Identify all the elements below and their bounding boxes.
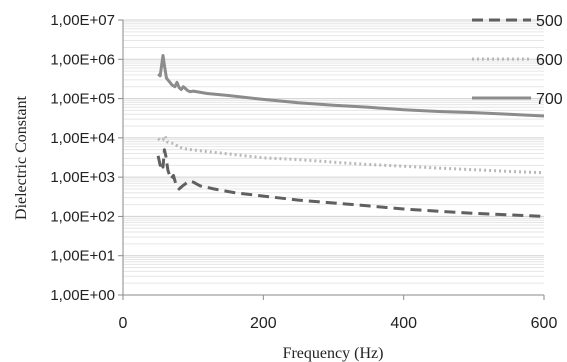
- y-axis-title: Dielectric Constant: [13, 95, 30, 220]
- y-tick-labels: 1,00E+00 1,00E+01 1,00E+02 1,00E+03 1,00E+04…: [50, 12, 115, 304]
- legend: 500 600 700: [472, 13, 563, 108]
- y-tick-label: 1,00E+04: [50, 130, 115, 147]
- x-axis-title: Frequency (Hz): [283, 345, 384, 362]
- series-line-600: [157, 134, 545, 175]
- legend-label-500: 500: [536, 13, 563, 30]
- y-tick-label: 1,00E+03: [50, 169, 115, 186]
- series-line-500: [156, 148, 545, 218]
- y-tick-label: 1,00E+02: [50, 208, 115, 225]
- legend-label-600: 600: [536, 52, 563, 69]
- x-tick-label: 600: [531, 315, 558, 332]
- y-tick-label: 1,00E+00: [50, 287, 115, 304]
- y-tick-label: 1,00E+01: [50, 248, 115, 265]
- y-tick-label: 1,00E+05: [50, 91, 115, 108]
- x-tick-labels: 0 200 400 600: [119, 315, 558, 332]
- legend-label-700: 700: [536, 91, 563, 108]
- series: [156, 54, 545, 218]
- x-tick-label: 400: [390, 315, 417, 332]
- grid: [123, 19, 544, 284]
- x-tick-label: 200: [250, 315, 277, 332]
- x-tick-label: 0: [119, 315, 128, 332]
- y-tick-label: 1,00E+07: [50, 12, 115, 29]
- series-line-700: [157, 54, 545, 118]
- y-tick-label: 1,00E+06: [50, 51, 115, 68]
- axes: [118, 19, 545, 300]
